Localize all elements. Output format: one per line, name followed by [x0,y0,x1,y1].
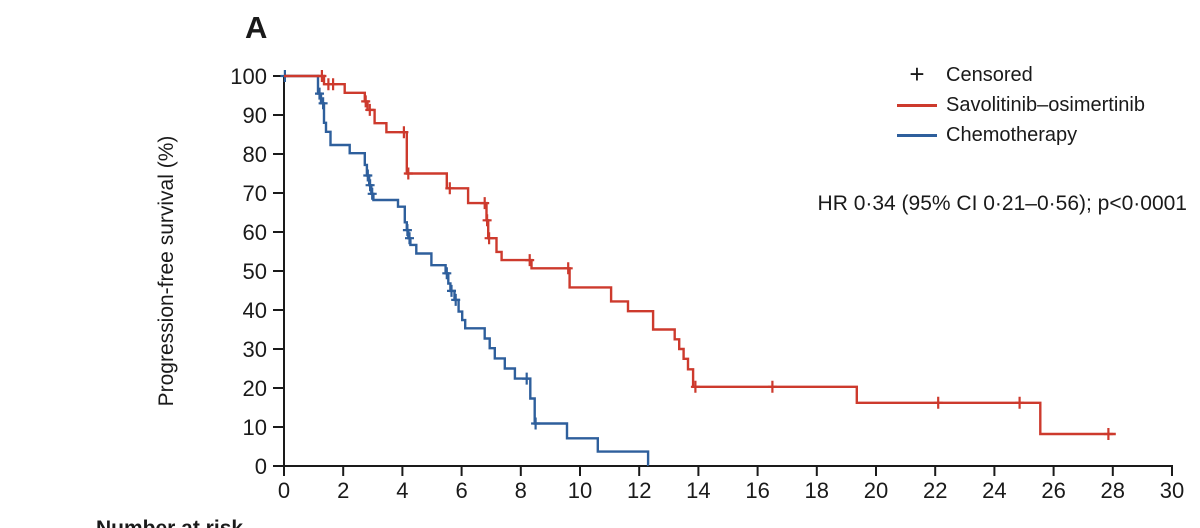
x-tick-label: 22 [923,478,947,503]
series-chemotherapy-line [284,74,650,466]
x-tick-label: 14 [686,478,710,503]
x-tick-label: 20 [864,478,888,503]
number-at-risk-label: Number at risk [96,517,243,528]
y-tick-label: 70 [243,181,267,206]
x-tick-label: 4 [396,478,408,503]
x-tick-label: 12 [627,478,651,503]
y-tick-label: 50 [243,259,267,284]
x-tick-label: 30 [1160,478,1184,503]
y-tick-label: 100 [230,64,267,89]
legend-item-censored: + Censored [897,60,1145,90]
censored-plus-icon: + [909,59,925,89]
line-swatch-icon [897,133,937,137]
x-tick-label: 18 [805,478,829,503]
x-tick-label: 2 [337,478,349,503]
y-tick-label: 0 [255,454,267,479]
legend-label-savolitinib-osimertinib: Savolitinib–osimertinib [946,93,1145,116]
x-tick-label: 24 [982,478,1006,503]
series-savolitinib-osimertinib-censor-marks [317,70,1113,440]
legend-item-chemotherapy: Chemotherapy [897,120,1145,150]
legend-item-savolitinib-osimertinib: Savolitinib–osimertinib [897,90,1145,120]
y-tick-label: 20 [243,376,267,401]
x-tick-label: 0 [278,478,290,503]
line-swatch-icon [897,103,937,107]
x-tick-label: 6 [455,478,467,503]
panel-label: A [245,10,268,45]
y-tick-label: 80 [243,142,267,167]
x-tick-label: 10 [568,478,592,503]
series-chemotherapy-censor-marks [280,70,541,430]
legend: + Censored Savolitinib–osimertinib Chemo… [897,60,1145,150]
y-tick-label: 10 [243,415,267,440]
x-tick-label: 16 [745,478,769,503]
y-tick-label: 30 [243,337,267,362]
y-tick-label: 40 [243,298,267,323]
x-tick-label: 8 [515,478,527,503]
y-tick-label: 60 [243,220,267,245]
x-tick-label: 28 [1101,478,1125,503]
legend-label-censored: Censored [946,63,1033,86]
x-tick-label: 26 [1041,478,1065,503]
legend-label-chemotherapy: Chemotherapy [946,123,1078,146]
hazard-ratio-annotation: HR 0·34 (95% CI 0·21–0·56); p<0·0001 [817,192,1187,215]
y-tick-label: 90 [243,103,267,128]
